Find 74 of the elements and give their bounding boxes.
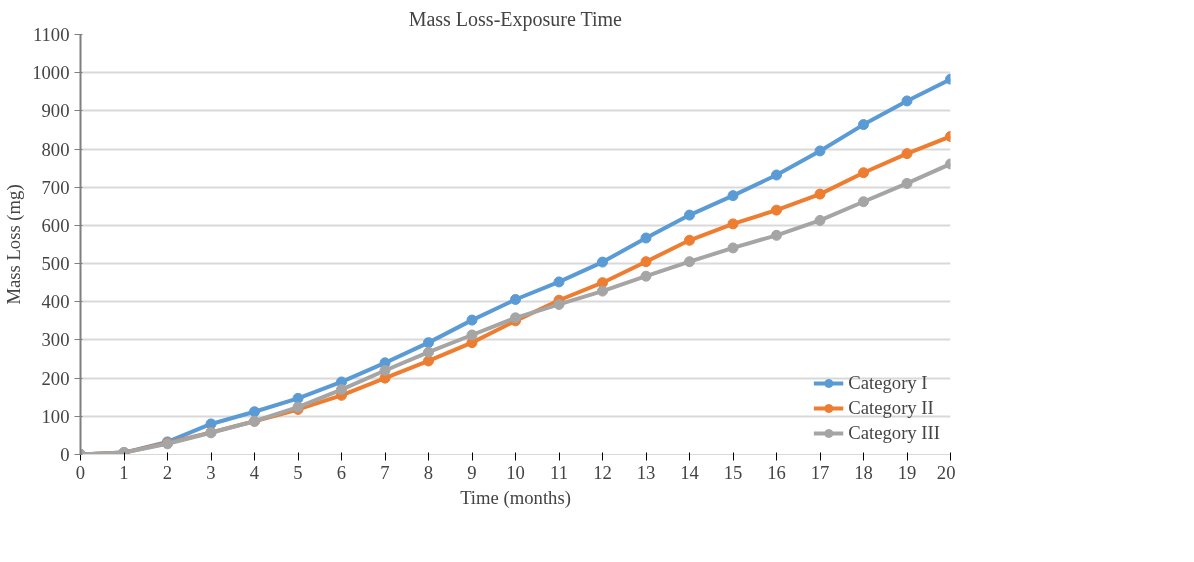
point: [292, 392, 304, 404]
x-tick-label: 2: [162, 461, 173, 483]
point: [597, 256, 608, 268]
x-tick-label: 3: [206, 461, 216, 483]
y-tick-label: 400: [41, 291, 70, 313]
point: [771, 204, 782, 216]
point: [727, 242, 739, 254]
point: [814, 188, 826, 200]
point: [597, 285, 608, 297]
point: [423, 346, 434, 358]
y-tick-label: 100: [41, 405, 70, 427]
point: [684, 234, 695, 246]
y-tick-label: 300: [41, 329, 70, 351]
legend-label: Category II: [848, 397, 934, 419]
x-tick-label: 15: [723, 461, 743, 483]
x-tick-label: 1: [119, 461, 129, 483]
x-tick-label: 10: [506, 461, 525, 483]
point: [553, 298, 565, 310]
legend-label: Category I: [848, 372, 928, 394]
point: [640, 256, 652, 268]
y-tick-label: 200: [41, 367, 70, 389]
point: [640, 232, 652, 244]
point: [858, 119, 869, 131]
chart-title: Mass Loss-Exposure Time: [408, 7, 623, 31]
point: [771, 169, 782, 181]
point: [510, 293, 521, 305]
point: [423, 337, 434, 349]
y-tick-label: 1100: [32, 24, 70, 45]
point: [640, 270, 652, 282]
x-tick-label: 19: [897, 461, 917, 483]
x-tick-label: 7: [380, 461, 390, 483]
x-tick-label: 16: [767, 461, 786, 483]
x-tick-label: 12: [593, 461, 612, 483]
point: [727, 218, 739, 230]
x-tick-label: 17: [810, 461, 830, 483]
point: [249, 406, 260, 418]
point: [684, 256, 695, 268]
x-tick-label: 20: [936, 461, 956, 483]
y-tick-label: 600: [41, 214, 70, 236]
x-tick-label: 14: [680, 461, 700, 483]
point: [814, 145, 826, 157]
point: [553, 276, 565, 288]
y-tick-label: 700: [41, 176, 70, 198]
x-tick-label: 8: [423, 461, 434, 483]
x-tick-label: 9: [467, 461, 477, 483]
y-tick-label: 0: [60, 444, 70, 465]
x-tick-label: 13: [636, 461, 656, 483]
point: [814, 214, 826, 226]
y-tick-label: 800: [41, 138, 70, 160]
point: [901, 177, 913, 189]
x-tick-label: 5: [293, 461, 303, 483]
point: [466, 329, 478, 341]
x-tick-label: 6: [336, 461, 347, 483]
point: [901, 148, 913, 160]
point: [901, 95, 913, 107]
point: [423, 355, 434, 367]
legend-label: Category III: [848, 422, 940, 444]
y-tick-label: 1000: [32, 62, 70, 84]
y-tick-label: 900: [41, 100, 70, 122]
y-axis-title: Mass Loss (mg): [3, 184, 26, 305]
x-tick-label: 11: [550, 461, 568, 483]
point: [684, 209, 695, 221]
point: [336, 384, 347, 396]
x-tick-label: 18: [854, 461, 873, 483]
x-axis-title: Time (months): [460, 486, 571, 509]
x-tick-label: 4: [249, 461, 260, 483]
point: [727, 190, 739, 202]
point: [379, 365, 391, 376]
point: [771, 229, 782, 241]
point: [858, 196, 869, 208]
y-tick-label: 500: [41, 253, 70, 275]
x-tick-label: 0: [75, 461, 86, 483]
point: [858, 167, 869, 179]
point: [466, 314, 478, 326]
